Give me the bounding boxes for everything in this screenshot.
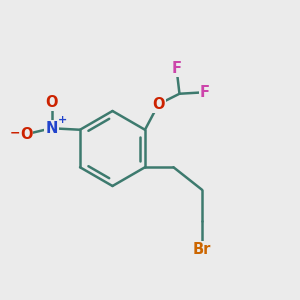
Text: F: F: [172, 61, 182, 76]
Text: O: O: [45, 95, 58, 110]
Text: F: F: [200, 85, 210, 100]
Text: O: O: [152, 97, 165, 112]
Text: −: −: [9, 126, 20, 139]
Text: +: +: [57, 115, 67, 125]
Text: O: O: [20, 127, 32, 142]
Text: N: N: [45, 121, 58, 136]
Text: Br: Br: [193, 242, 211, 257]
